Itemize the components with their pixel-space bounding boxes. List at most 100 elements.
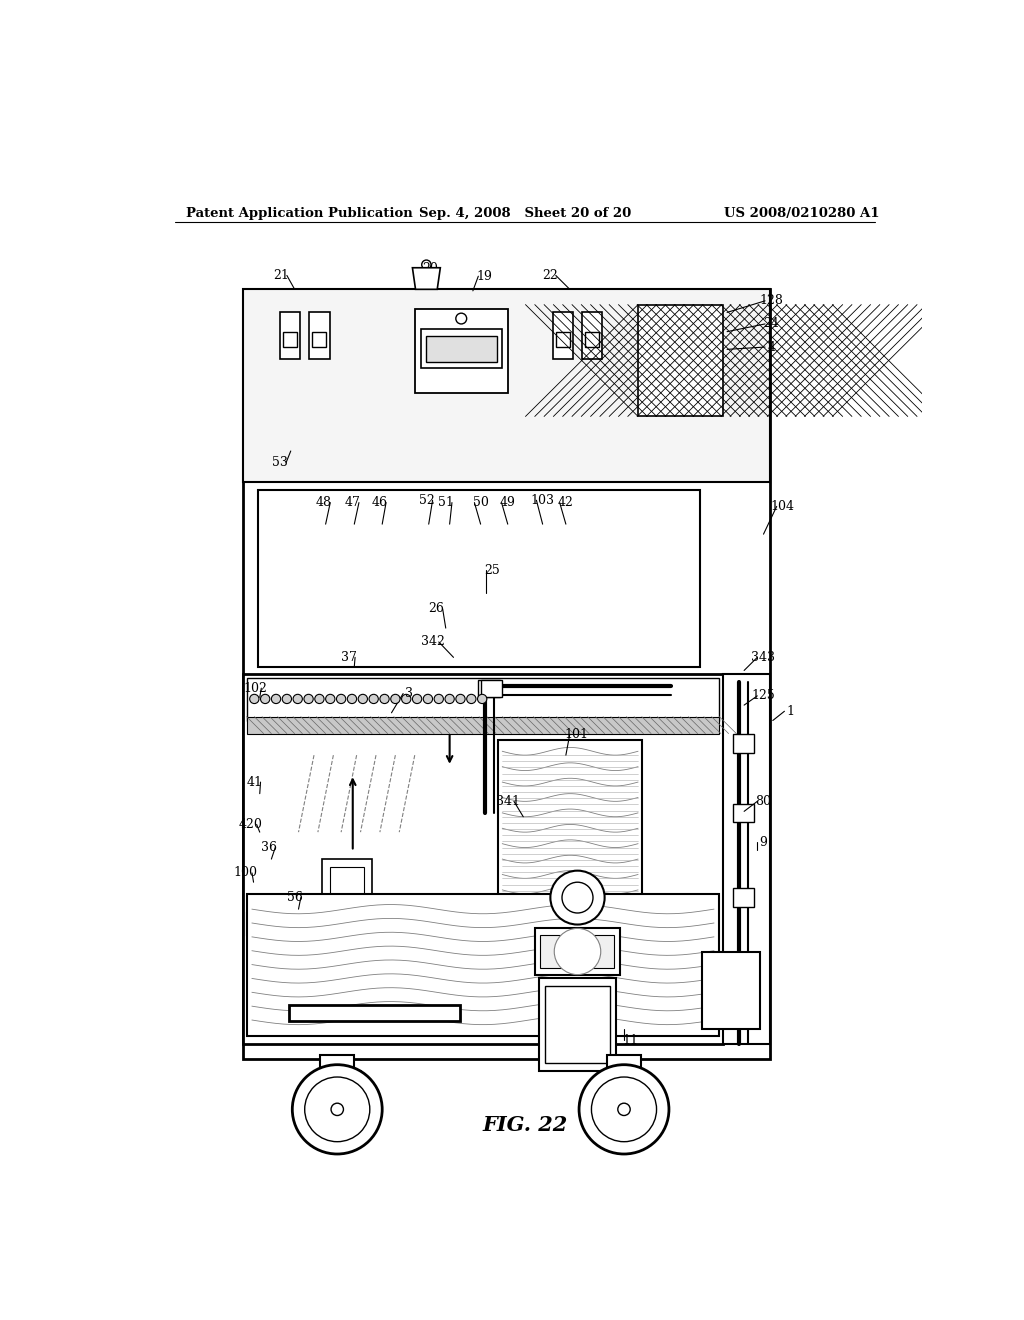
Polygon shape [413, 268, 440, 289]
Text: 26: 26 [428, 602, 444, 615]
Text: 128: 128 [760, 294, 783, 308]
Bar [243, 675, 723, 1044]
Text: 11: 11 [623, 1034, 638, 1047]
Bar [309, 313, 330, 359]
Text: 101: 101 [564, 727, 588, 741]
Bar [732, 734, 755, 752]
Circle shape [380, 694, 389, 704]
Bar [499, 739, 642, 944]
Circle shape [347, 694, 356, 704]
Circle shape [250, 694, 259, 704]
Bar [330, 867, 365, 894]
Bar [607, 1056, 641, 1072]
Circle shape [292, 1065, 382, 1154]
Circle shape [550, 871, 604, 924]
Text: 52: 52 [419, 494, 434, 507]
Text: 25: 25 [484, 564, 500, 577]
Circle shape [358, 694, 368, 704]
Bar [289, 1006, 460, 1020]
Bar [539, 978, 616, 1071]
Bar [283, 331, 297, 347]
Circle shape [477, 694, 486, 704]
Bar [415, 309, 508, 393]
Circle shape [337, 694, 346, 704]
Text: 420: 420 [239, 818, 262, 832]
Circle shape [331, 1104, 343, 1115]
Circle shape [579, 1065, 669, 1154]
Bar [732, 804, 755, 822]
Circle shape [293, 694, 302, 704]
Text: 125: 125 [752, 689, 775, 702]
Circle shape [369, 694, 378, 704]
Circle shape [260, 694, 270, 704]
Text: 102: 102 [243, 681, 267, 694]
Text: 37: 37 [341, 651, 356, 664]
Text: 50: 50 [473, 496, 488, 510]
Bar [732, 888, 755, 907]
Text: 341: 341 [496, 795, 520, 808]
Bar [535, 928, 621, 974]
Bar [638, 305, 723, 416]
Text: 56: 56 [287, 891, 302, 904]
Text: 46: 46 [372, 496, 388, 510]
Circle shape [456, 694, 465, 704]
Bar [247, 678, 719, 721]
Bar [247, 936, 464, 956]
Text: 19: 19 [476, 269, 493, 282]
Circle shape [401, 694, 411, 704]
Bar [638, 305, 723, 416]
Text: US 2008/0210280 A1: US 2008/0210280 A1 [725, 207, 880, 220]
Circle shape [283, 694, 292, 704]
Bar [480, 681, 503, 697]
Text: 48: 48 [316, 496, 332, 510]
Text: 21: 21 [272, 269, 289, 282]
Text: 24: 24 [763, 317, 779, 330]
Bar [243, 289, 770, 482]
Bar [312, 331, 327, 347]
Circle shape [413, 694, 422, 704]
Circle shape [422, 260, 431, 269]
Bar [421, 330, 502, 368]
Bar [243, 289, 770, 1059]
Text: 9: 9 [760, 836, 767, 849]
Bar [701, 952, 760, 1028]
Text: 1: 1 [786, 705, 795, 718]
Bar [556, 331, 569, 347]
Circle shape [617, 1104, 630, 1115]
Bar [314, 1071, 360, 1080]
Text: 104: 104 [771, 500, 795, 513]
Text: 36: 36 [261, 841, 278, 854]
Text: 3: 3 [406, 686, 414, 700]
Text: 342: 342 [421, 635, 444, 648]
Bar [258, 490, 700, 667]
Text: 100: 100 [233, 866, 258, 879]
Circle shape [423, 694, 432, 704]
Text: 47: 47 [345, 496, 360, 510]
Circle shape [304, 694, 313, 704]
Bar [280, 313, 300, 359]
Bar [541, 935, 614, 969]
Text: 80: 80 [756, 795, 771, 808]
Bar [247, 913, 464, 935]
Text: 49: 49 [500, 496, 516, 510]
Text: FIG. 22: FIG. 22 [482, 1115, 567, 1135]
Text: 343: 343 [752, 651, 775, 664]
Bar [321, 1056, 354, 1072]
Text: 53: 53 [272, 455, 288, 469]
Bar [322, 859, 372, 902]
Circle shape [467, 694, 476, 704]
Text: 51: 51 [438, 496, 454, 510]
Circle shape [305, 1077, 370, 1142]
Bar [478, 681, 500, 697]
Circle shape [592, 1077, 656, 1142]
Bar [583, 313, 602, 359]
Bar [426, 335, 497, 363]
Circle shape [445, 694, 455, 704]
Text: 4: 4 [767, 341, 775, 354]
Text: Sep. 4, 2008   Sheet 20 of 20: Sep. 4, 2008 Sheet 20 of 20 [419, 207, 631, 220]
Text: 22: 22 [542, 269, 557, 282]
Bar [601, 1071, 647, 1080]
Circle shape [391, 694, 400, 704]
Text: 42: 42 [558, 496, 573, 510]
Circle shape [554, 928, 601, 974]
